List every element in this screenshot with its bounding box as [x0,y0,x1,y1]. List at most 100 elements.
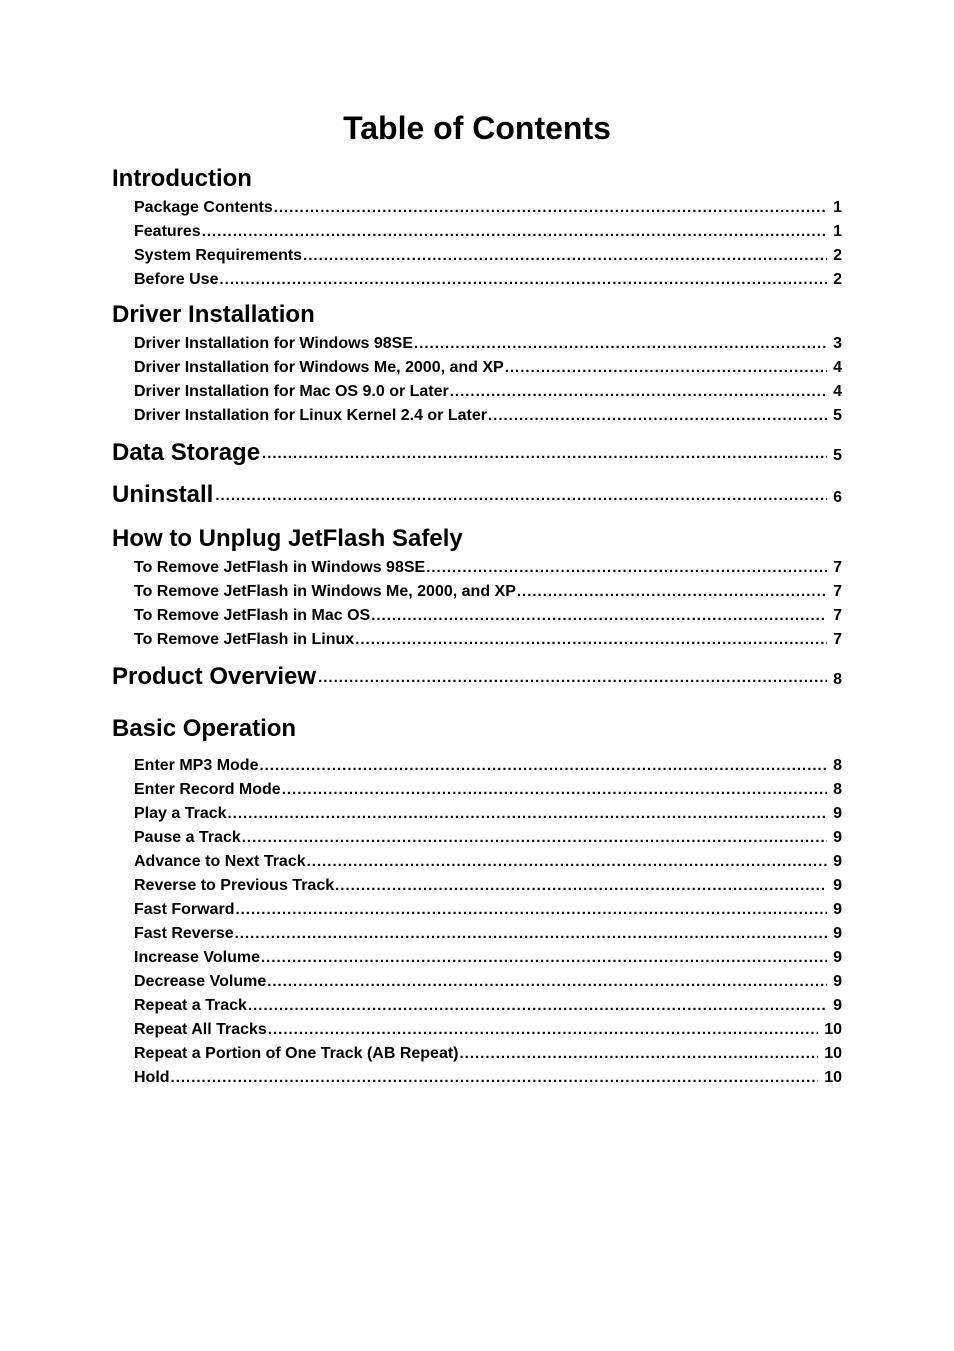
toc-page: 2 [827,247,842,265]
toc-entry: Increase Volume ........................… [134,949,842,967]
section-heading-introduction: Introduction [112,165,842,193]
toc-page: 9 [827,973,842,991]
toc-label: Driver Installation for Linux Kernel 2.4… [134,407,487,425]
toc-dots: ........................................… [487,407,827,424]
toc-page: 7 [827,631,842,649]
toc-entry: Pause a Track ..........................… [134,829,842,847]
toc-entry: To Remove JetFlash in Windows Me, 2000, … [134,583,842,601]
toc-entry: Play a Track ...........................… [134,805,842,823]
toc-entry: Driver Installation for Linux Kernel 2.4… [134,407,842,425]
toc-dots: ........................................… [449,383,827,400]
toc-entry: Repeat a Track .........................… [134,997,842,1015]
toc-label: Driver Installation for Windows Me, 2000… [134,359,504,377]
toc-dots: ........................................… [213,487,827,504]
section-heading-how-to-unplug: How to Unplug JetFlash Safely [112,525,842,553]
toc-dots: ........................................… [273,199,827,216]
toc-page: 5 [827,407,842,425]
toc-label: To Remove JetFlash in Linux [134,631,354,649]
toc-entry: Fast Forward ...........................… [134,901,842,919]
section-heading-product-overview: Product Overview .......................… [112,663,842,691]
toc-page: 1 [827,199,842,217]
toc-dots: ........................................… [247,997,827,1014]
toc-page: 3 [827,335,842,353]
toc-entry: To Remove JetFlash in Mac OS ...........… [134,607,842,625]
toc-label: Before Use [134,271,218,289]
section-heading-label: Product Overview [112,663,316,691]
toc-page: 4 [827,359,842,377]
toc-page: 9 [827,925,842,943]
toc-page: 9 [827,997,842,1015]
toc-page: 10 [818,1045,842,1063]
toc-dots: ........................................… [306,853,827,870]
toc-entry: Repeat a Portion of One Track (AB Repeat… [134,1045,842,1063]
toc-page: 5 [827,447,842,465]
toc-label: Enter Record Mode [134,781,281,799]
toc-dots: ........................................… [516,583,827,600]
toc-entry: Package Contents .......................… [134,199,842,217]
toc-label: Package Contents [134,199,273,217]
toc-label: Repeat All Tracks [134,1021,267,1039]
toc-page: 4 [827,383,842,401]
toc-entry: Repeat All Tracks ......................… [134,1021,842,1039]
toc-entry: Hold ...................................… [134,1069,842,1087]
toc-dots: ........................................… [234,925,827,942]
toc-label: System Requirements [134,247,302,265]
toc-label: To Remove JetFlash in Windows 98SE [134,559,425,577]
toc-dots: ........................................… [504,359,827,376]
toc-page: 7 [827,559,842,577]
toc-label: Play a Track [134,805,227,823]
toc-page: 9 [827,901,842,919]
toc-page: 7 [827,583,842,601]
toc-label: Advance to Next Track [134,853,306,871]
toc-entry: Enter Record Mode ......................… [134,781,842,799]
toc-page: 1 [827,223,842,241]
toc-dots: ........................................… [201,223,827,240]
toc-entry: Enter MP3 Mode .........................… [134,757,842,775]
toc-dots: ........................................… [459,1045,819,1062]
toc-page: 9 [827,829,842,847]
toc-entry: Driver Installation for Windows 98SE ...… [134,335,842,353]
toc-entry: Advance to Next Track ..................… [134,853,842,871]
toc-page: 8 [827,781,842,799]
toc-label: Driver Installation for Windows 98SE [134,335,413,353]
toc-dots: ........................................… [260,949,827,966]
toc-label: To Remove JetFlash in Mac OS [134,607,370,625]
toc-entry: To Remove JetFlash in Linux ............… [134,631,842,649]
section-heading-driver-installation: Driver Installation [112,301,842,329]
toc-entry: Features ...............................… [134,223,842,241]
toc-label: Hold [134,1069,170,1087]
toc-label: Fast Reverse [134,925,234,943]
toc-label: To Remove JetFlash in Windows Me, 2000, … [134,583,516,601]
toc-label: Enter MP3 Mode [134,757,258,775]
toc-page: 6 [827,489,842,507]
toc-entry: Fast Reverse ...........................… [134,925,842,943]
section-heading-uninstall: Uninstall ..............................… [112,481,842,509]
toc-label: Features [134,223,201,241]
section-heading-data-storage: Data Storage ...........................… [112,439,842,467]
toc-label: Driver Installation for Mac OS 9.0 or La… [134,383,449,401]
toc-label: Repeat a Portion of One Track (AB Repeat… [134,1045,459,1063]
toc-page: 9 [827,853,842,871]
toc-page: 2 [827,271,842,289]
toc-label: Repeat a Track [134,997,247,1015]
toc-label: Reverse to Previous Track [134,877,334,895]
toc-page: 8 [827,671,842,689]
toc-entry: System Requirements ....................… [134,247,842,265]
section-heading-label: Data Storage [112,439,260,467]
toc-entry: Driver Installation for Mac OS 9.0 or La… [134,383,842,401]
toc-label: Fast Forward [134,901,234,919]
toc-label: Increase Volume [134,949,260,967]
toc-entry: Decrease Volume ........................… [134,973,842,991]
toc-dots: ........................................… [170,1069,819,1086]
toc-page: 10 [818,1069,842,1087]
toc-dots: ........................................… [354,631,827,648]
toc-dots: ........................................… [218,271,827,288]
toc-dots: ........................................… [425,559,827,576]
toc-dots: ........................................… [316,669,827,686]
section-heading-label: Uninstall [112,481,213,509]
toc-dots: ........................................… [281,781,827,798]
toc-dots: ........................................… [227,805,828,822]
toc-dots: ........................................… [241,829,827,846]
toc-entry: Before Use .............................… [134,271,842,289]
main-title: Table of Contents [112,110,842,147]
